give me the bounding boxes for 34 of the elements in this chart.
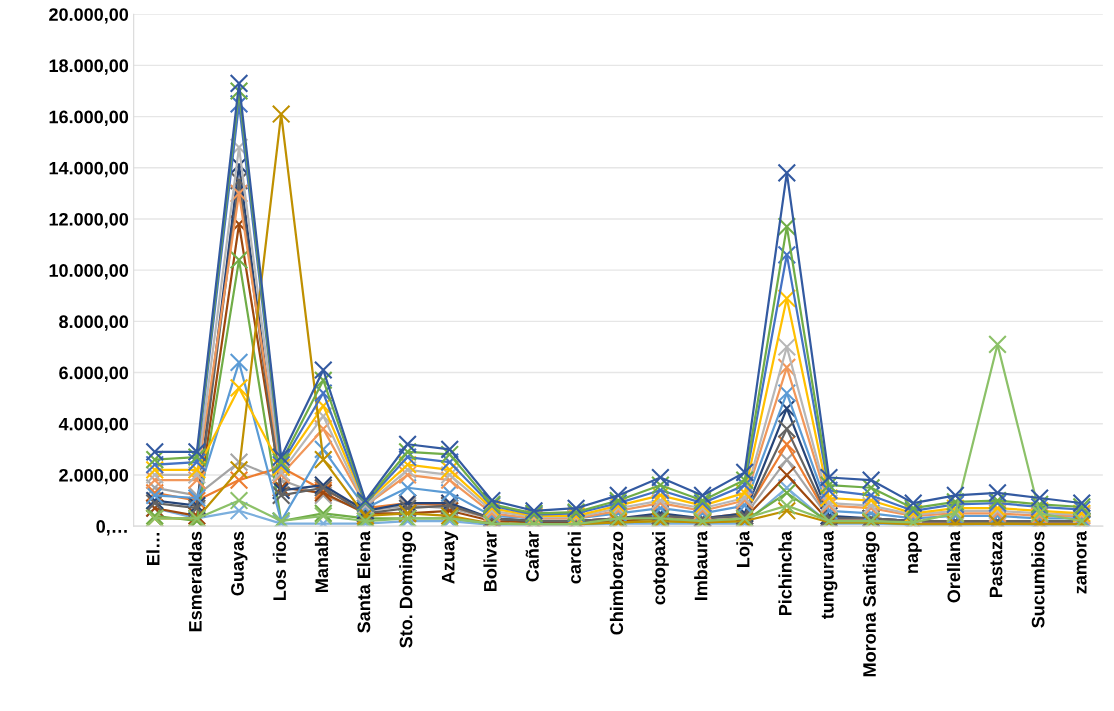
x-tick-label: zamora (1076, 530, 1087, 594)
x-tick-label: carchi (567, 532, 581, 584)
y-tick-label: 14.000,00 (49, 161, 129, 178)
x-tick-label: Morona Santiago (862, 531, 880, 677)
x-tick-label: El… (146, 533, 160, 565)
x-tick-label: napo (908, 531, 922, 573)
y-tick-label: 16.000,00 (49, 110, 129, 126)
y-tick-label: 6.000,00 (59, 366, 129, 382)
x-tick-label: Bolivar (483, 531, 497, 591)
x-tick-label: Pichincha (778, 530, 792, 616)
x-tick-label: Santa Elena (357, 530, 371, 633)
x-tick-label: Pastaza (989, 530, 1003, 598)
x-tick-label: Cañar (525, 531, 539, 582)
x-tick-label: tunguraua (821, 530, 838, 620)
y-tick-label: 10.000,00 (49, 264, 129, 280)
y-tick-label: 18.000,00 (49, 59, 129, 75)
x-tick-label: Loja (736, 530, 754, 567)
x-tick-label: Los rios (272, 531, 287, 601)
y-tick-label: 2.000,00 (59, 468, 129, 485)
x-tick-label: Orellana (946, 530, 961, 603)
x-tick-label: Sucumbios (1031, 531, 1045, 628)
x-tick-label: Manabi (314, 532, 329, 592)
x-tick-label: cotopaxi (651, 532, 669, 605)
y-tick-label: 12.000,00 (49, 212, 129, 229)
x-tick-label: Chimborazo (609, 531, 624, 635)
y-tick-label: 20.000,00 (49, 8, 129, 24)
x-tick-label: Azuay (441, 531, 459, 584)
x-tick-label: Imbaura (694, 530, 708, 601)
x-tick-label: Sto. Domingo (399, 531, 417, 648)
y-tick-label: 0,… (96, 520, 127, 536)
x-tick-label: Esmeraldas (188, 531, 202, 632)
x-tick-label: Guayas (231, 531, 248, 596)
y-tick-label: 8.000,00 (59, 315, 129, 331)
y-tick-label: 4.000,00 (58, 417, 129, 434)
